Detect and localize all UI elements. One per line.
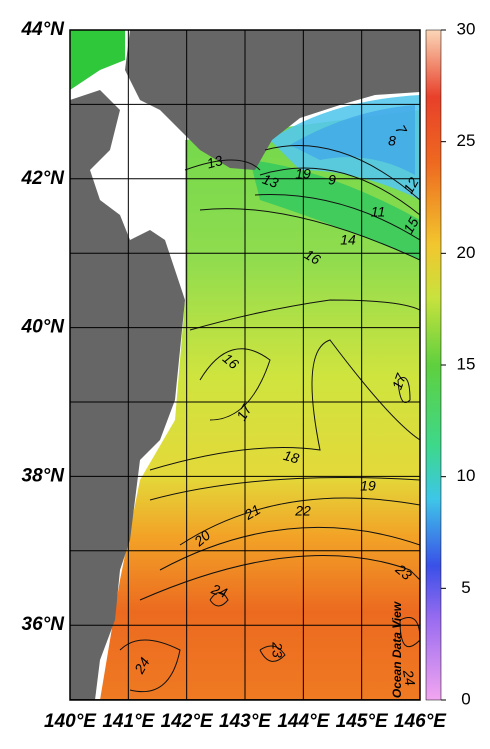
credit: Ocean Data View — [390, 601, 404, 698]
map-frame — [69, 29, 421, 701]
sea-field — [100, 110, 420, 700]
colorbar-tick-label: 30 — [457, 19, 476, 38]
map-area — [70, 30, 420, 700]
contour-label: 17 — [389, 370, 410, 391]
colorbar — [425, 29, 442, 701]
lon-label: 140°E — [44, 711, 97, 732]
contour-label: 14 — [340, 232, 356, 248]
contour-label: 18 — [282, 447, 301, 467]
lon-label: 146°E — [394, 711, 447, 732]
colorbar-tick-label: 20 — [457, 243, 476, 262]
lat-label: 42°N — [21, 168, 66, 189]
contours — [119, 145, 420, 693]
land-hokkaido — [125, 30, 420, 170]
colorbar-tick-label: 5 — [461, 578, 470, 597]
contour-label: 24 — [208, 580, 229, 601]
contour-label: 13 — [260, 171, 280, 191]
contour-label: 23 — [269, 641, 285, 658]
contour-label: 21 — [241, 501, 263, 523]
lon-label: 141°E — [102, 711, 155, 732]
lat-label: 44°N — [21, 19, 66, 40]
contour-label: 12 — [400, 174, 422, 196]
colorbar-tick-label: 15 — [457, 354, 476, 373]
contour-label: 16 — [302, 246, 324, 268]
lon-label: 142°E — [161, 711, 214, 732]
colorbar-tick-label: 25 — [457, 131, 476, 150]
contour-label: 9 — [328, 172, 336, 188]
contour-label: 8 — [388, 133, 396, 149]
lon-label: 144°E — [277, 711, 330, 732]
colorbar-tick-label: 10 — [457, 466, 476, 485]
lon-label: 145°E — [336, 711, 389, 732]
contour-label: 22 — [294, 503, 311, 519]
lat-label: 38°N — [22, 465, 66, 486]
lat-label: 40°N — [21, 317, 66, 338]
contour-label: 24 — [400, 668, 419, 687]
contour-label: 15 — [400, 214, 422, 236]
contour-label: 19 — [295, 166, 311, 182]
colorbar-tick-label: 0 — [461, 689, 470, 708]
contour-label: 13 — [205, 152, 224, 172]
contour-label: 11 — [371, 204, 386, 220]
land-honshu — [70, 90, 185, 700]
contour-label: 19 — [360, 478, 376, 494]
lat-label: 36°N — [22, 614, 66, 635]
contour-label: 24 — [131, 654, 153, 677]
lon-label: 143°E — [219, 711, 272, 732]
